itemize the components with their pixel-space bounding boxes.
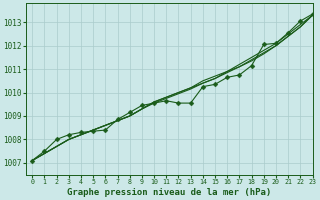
X-axis label: Graphe pression niveau de la mer (hPa): Graphe pression niveau de la mer (hPa) <box>67 188 271 197</box>
